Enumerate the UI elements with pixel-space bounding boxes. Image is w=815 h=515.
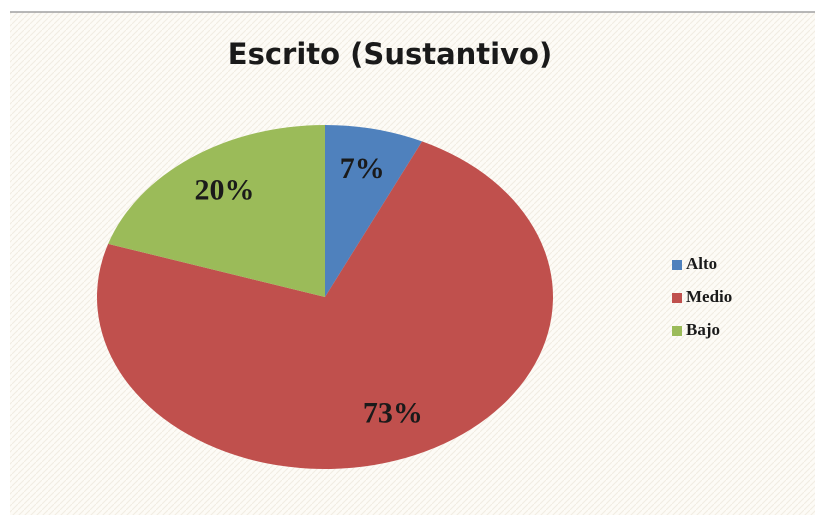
legend-swatch <box>672 326 682 336</box>
legend-label: Medio <box>686 287 732 306</box>
pie-slice <box>108 125 325 297</box>
chart-title: Escrito (Sustantivo) <box>228 37 552 71</box>
pie-slice <box>96 141 553 470</box>
legend-swatch <box>672 260 682 270</box>
pie-slice <box>325 125 423 297</box>
legend-label: Alto <box>686 254 717 273</box>
legend-label: Bajo <box>686 320 720 339</box>
legend-swatch <box>672 293 682 303</box>
data-label: 20% <box>194 174 254 207</box>
data-label: 7% <box>340 152 385 185</box>
data-label: 73% <box>363 396 423 429</box>
